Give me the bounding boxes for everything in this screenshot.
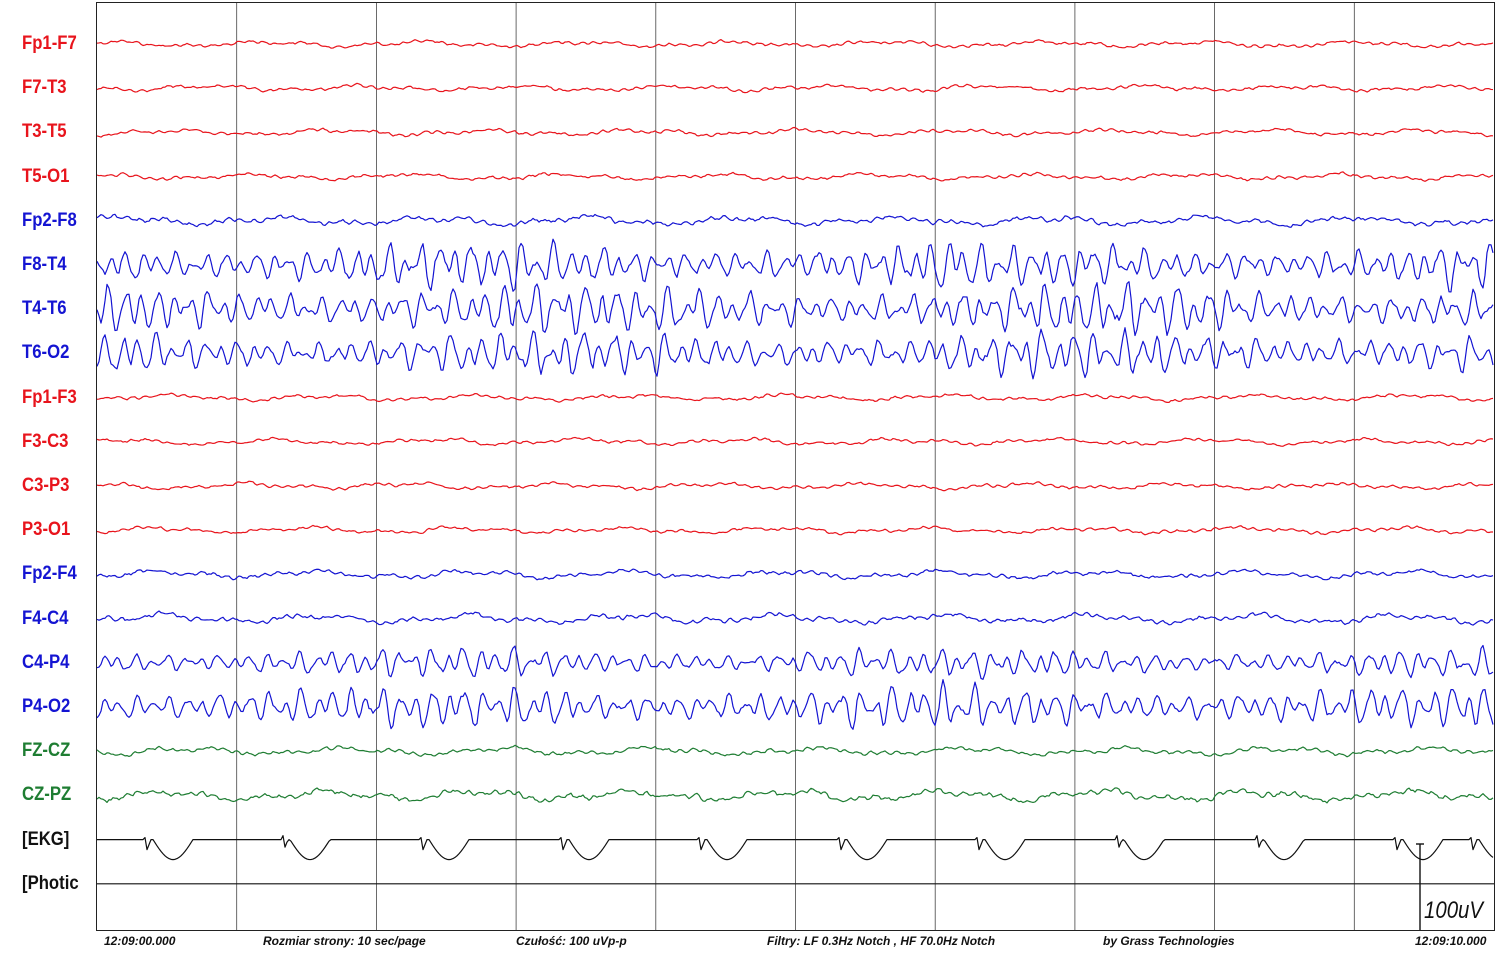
- channel-label: T3-T5: [22, 121, 67, 143]
- channel-label: FZ-CZ: [22, 740, 71, 762]
- channel-label: Fp2-F4: [22, 563, 77, 585]
- trace-fp1f7: [97, 39, 1494, 49]
- channel-label: Fp1-F3: [22, 386, 77, 408]
- trace-p4o2: [97, 679, 1494, 730]
- trace-f4c4: [97, 610, 1494, 626]
- trace-fp2f4: [97, 568, 1494, 581]
- channel-label: [EKG]: [22, 828, 70, 850]
- trace-fp2f8: [97, 213, 1494, 228]
- trace-fzcz: [97, 744, 1494, 758]
- channel-label: CZ-PZ: [22, 784, 72, 806]
- trace-c3p3: [97, 480, 1494, 492]
- channel-label: T5-O1: [22, 165, 70, 187]
- channel-label: P4-O2: [22, 696, 71, 717]
- scale-marker-label: 100uV: [1424, 897, 1483, 924]
- channel-label: C4-P4: [22, 651, 70, 673]
- footer-start-time: 12:09:00.000: [104, 934, 176, 948]
- trace-p3o1: [97, 524, 1494, 536]
- footer-sensitivity: Czułość: 100 uVp-p: [516, 934, 627, 948]
- trace-f3c3: [97, 436, 1494, 447]
- footer-vendor: by Grass Technologies: [1103, 934, 1235, 948]
- trace-ekg: [97, 835, 1494, 861]
- channel-label: F7-T3: [22, 77, 67, 99]
- footer-end-time: 12:09:10.000: [1415, 934, 1487, 948]
- trace-t4t6: [97, 281, 1494, 337]
- footer-page-size: Rozmiar strony: 10 sec/page: [263, 934, 426, 948]
- trace-t3t5: [97, 126, 1494, 138]
- trace-t5o1: [97, 171, 1494, 182]
- channel-label: C3-P3: [22, 475, 70, 496]
- trace-t6o2: [97, 327, 1494, 380]
- trace-fp1f3: [97, 392, 1494, 403]
- trace-f8t4: [97, 238, 1494, 293]
- eeg-trace-panel: [96, 2, 1495, 931]
- channel-label: T6-O2: [22, 342, 70, 364]
- channel-label: P3-O1: [22, 519, 71, 541]
- channel-label: T4-T6: [22, 298, 67, 320]
- channel-label: F3-C3: [22, 430, 69, 452]
- channel-label: Fp2-F8: [22, 209, 77, 231]
- trace-f7t3: [97, 82, 1494, 94]
- channel-label: F8-T4: [22, 254, 67, 275]
- channel-label: [Photic: [22, 872, 79, 894]
- eeg-traces-svg: [97, 3, 1494, 930]
- trace-c4p4: [97, 644, 1494, 680]
- channel-label: Fp1-F7: [22, 33, 77, 54]
- channel-label: F4-C4: [22, 607, 69, 629]
- trace-czpz: [97, 787, 1494, 804]
- footer-filters: Filtry: LF 0.3Hz Notch , HF 70.0Hz Notch: [767, 934, 996, 948]
